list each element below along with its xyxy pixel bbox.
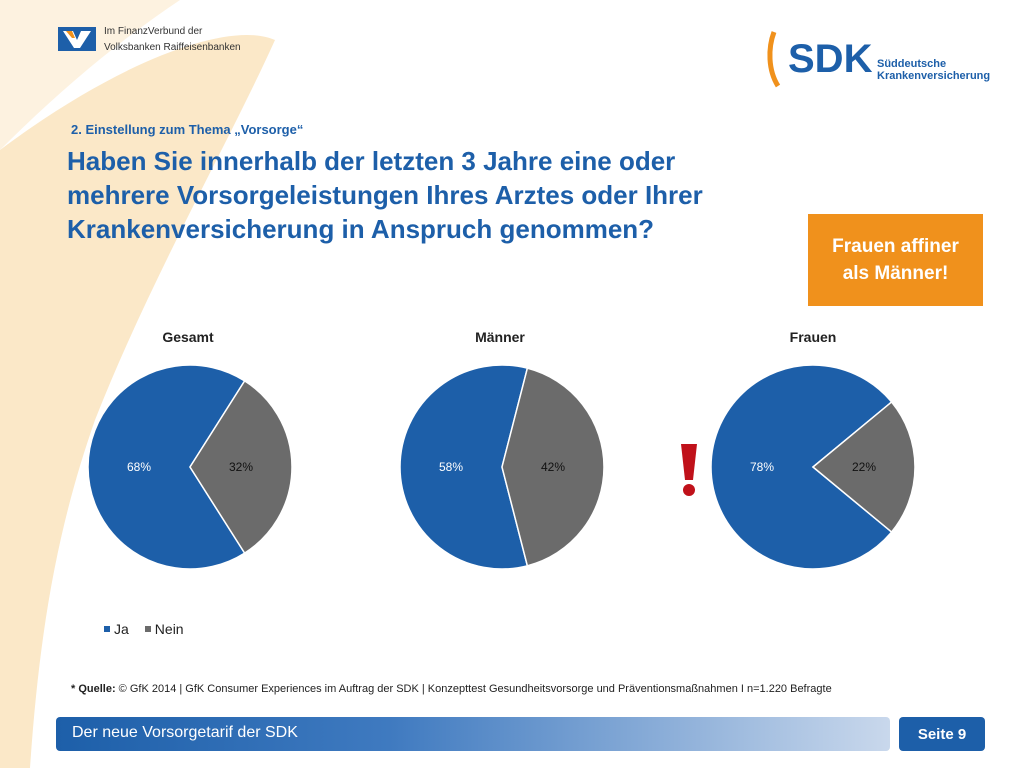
callout-line2: als Männer!	[842, 263, 949, 284]
callout-box: Frauen affiner als Männer!	[808, 214, 983, 306]
pie-label-frauen-ja: 78%	[750, 460, 774, 474]
pie-slice-maenner-nein	[501, 367, 605, 567]
chart-legend: Ja Nein	[104, 621, 184, 637]
footer-bar	[56, 717, 890, 751]
vr-tagline: Im FinanzVerbund der Volksbanken Raiffei…	[104, 24, 241, 56]
title-line-3: Krankenversicherung in Anspruch genommen…	[67, 214, 655, 244]
title-line-2: mehrere Vorsorgeleistungen Ihres Arztes …	[67, 180, 703, 210]
legend-label-nein: Nein	[154, 621, 184, 637]
footer-title: Der neue Vorsorgetarif der SDK	[72, 724, 298, 741]
chart-title-gesamt: Gesamt	[162, 329, 214, 345]
legend-swatch-nein	[144, 626, 151, 632]
exclamation-icon	[681, 444, 697, 496]
sdk-logo: SDK	[767, 31, 873, 88]
pie-slice-maenner-ja	[399, 364, 529, 570]
source-note: * Quelle: © GfK 2014 | GfK Consumer Expe…	[71, 683, 832, 695]
chart-title-frauen: Frauen	[789, 329, 837, 345]
pie-slice-gesamt-nein	[189, 379, 293, 555]
section-label: 2. Einstellung zum Thema „Vorsorge“	[71, 122, 304, 137]
pie-label-gesamt-ja: 68%	[127, 460, 151, 474]
pie-label-maenner-nein: 42%	[541, 460, 565, 474]
pie-label-frauen-nein: 22%	[852, 460, 876, 474]
pie-label-gesamt-nein: 32%	[229, 460, 253, 474]
legend-item-nein: Nein	[144, 621, 184, 637]
vr-tagline-line1: Im FinanzVerbund der	[104, 26, 203, 37]
legend-item-ja: Ja	[104, 621, 129, 637]
sdk-subtitle: Süddeutsche Krankenversicherung	[877, 58, 990, 82]
sdk-logo-text: SDK	[788, 37, 873, 81]
legend-swatch-ja	[104, 626, 110, 632]
sdk-subtitle-line1: Süddeutsche	[877, 58, 947, 70]
vr-tagline-line2: Volksbanken Raiffeisenbanken	[104, 42, 241, 53]
sdk-subtitle-line2: Krankenversicherung	[877, 70, 991, 82]
title-line-1: Haben Sie innerhalb der letzten 3 Jahre …	[67, 146, 676, 176]
page-title: Haben Sie innerhalb der letzten 3 Jahre …	[67, 144, 787, 246]
source-text: © GfK 2014 | GfK Consumer Experiences im…	[115, 683, 832, 695]
pie-slice-gesamt-ja	[87, 364, 246, 570]
legend-label-ja: Ja	[114, 621, 129, 637]
pie-slice-frauen-nein	[811, 400, 916, 534]
pie-slice-frauen-ja	[710, 364, 893, 570]
pie-label-maenner-ja: 58%	[439, 460, 463, 474]
source-prefix: * Quelle:	[71, 683, 116, 695]
chart-title-maenner: Männer	[475, 329, 525, 345]
callout-line1: Frauen affiner	[832, 236, 959, 257]
page-number-button[interactable]: Seite 9	[899, 717, 985, 751]
vr-logo-icon	[58, 27, 96, 51]
